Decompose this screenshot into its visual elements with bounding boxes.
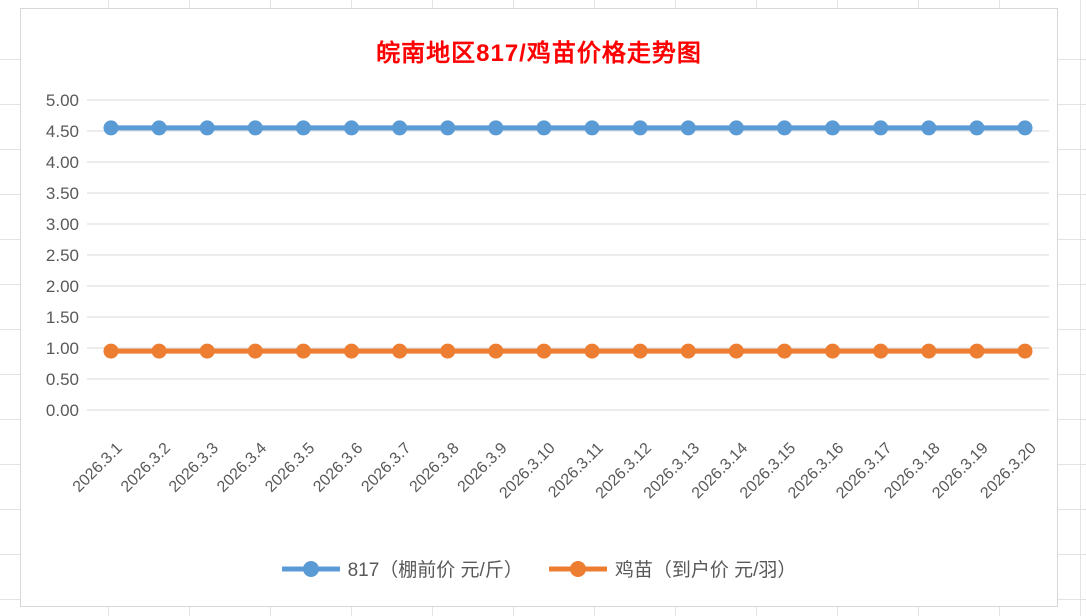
data-point bbox=[969, 343, 985, 359]
chart-title: 皖南地区817/鸡苗价格走势图 bbox=[376, 40, 702, 67]
x-tick-label: 2026.3.4 bbox=[214, 440, 270, 496]
x-tick-label: 2026.3.3 bbox=[166, 440, 222, 496]
data-point bbox=[921, 343, 937, 359]
data-point bbox=[776, 120, 792, 136]
data-point bbox=[392, 120, 408, 136]
data-point bbox=[728, 343, 744, 359]
legend-item-817[interactable]: 817（棚前价 元/斤） bbox=[281, 555, 523, 582]
y-tick-label: 2.00 bbox=[46, 277, 79, 296]
x-tick-label: 2026.3.2 bbox=[118, 440, 174, 496]
data-point bbox=[825, 343, 841, 359]
x-tick-label: 2026.3.1 bbox=[70, 440, 126, 496]
data-point bbox=[536, 120, 552, 136]
data-point bbox=[103, 120, 119, 136]
y-tick-label: 2.50 bbox=[46, 246, 79, 265]
data-point bbox=[295, 120, 311, 136]
data-point bbox=[680, 120, 696, 136]
legend-marker-817-icon bbox=[281, 560, 340, 577]
data-point bbox=[921, 120, 937, 136]
data-point bbox=[488, 120, 504, 136]
data-point bbox=[969, 120, 985, 136]
legend-label-jimiao: 鸡苗（到户价 元/羽） bbox=[614, 560, 797, 581]
data-point bbox=[440, 120, 456, 136]
data-point bbox=[776, 343, 792, 359]
data-point bbox=[199, 343, 215, 359]
data-point bbox=[392, 343, 408, 359]
x-tick-label: 2026.3.7 bbox=[358, 440, 414, 496]
data-point bbox=[151, 120, 167, 136]
y-tick-label: 0.00 bbox=[46, 401, 79, 420]
legend: 817（棚前价 元/斤） 鸡苗（到户价 元/羽） bbox=[21, 555, 1057, 582]
data-point bbox=[584, 343, 600, 359]
data-point bbox=[247, 120, 263, 136]
data-point bbox=[873, 120, 889, 136]
y-tick-label: 4.00 bbox=[46, 153, 79, 172]
data-point bbox=[199, 120, 215, 136]
data-point bbox=[344, 120, 360, 136]
y-tick-label: 5.00 bbox=[46, 91, 79, 110]
legend-item-jimiao[interactable]: 鸡苗（到户价 元/羽） bbox=[548, 555, 797, 582]
data-point bbox=[103, 343, 119, 359]
y-tick-label: 4.50 bbox=[46, 122, 79, 141]
data-point bbox=[632, 120, 648, 136]
data-point bbox=[1017, 343, 1033, 359]
data-point bbox=[584, 120, 600, 136]
data-point bbox=[295, 343, 311, 359]
data-point bbox=[632, 343, 648, 359]
y-tick-label: 3.00 bbox=[46, 215, 79, 234]
plot-area: 0.00 0.50 1.00 1.50 2.00 2.50 3.00 3.50 4.00 4.50… bbox=[46, 91, 1049, 502]
y-tick-label: 0.50 bbox=[46, 370, 79, 389]
legend-label-817: 817（棚前价 元/斤） bbox=[347, 560, 523, 581]
data-point bbox=[680, 343, 696, 359]
data-point bbox=[247, 343, 263, 359]
data-point bbox=[488, 343, 504, 359]
chart-object[interactable]: 0.00 0.50 1.00 1.50 2.00 2.50 3.00 3.50 4.00 4.50… bbox=[20, 8, 1058, 607]
y-tick-label: 3.50 bbox=[46, 184, 79, 203]
legend-marker-jimiao-icon bbox=[548, 560, 607, 577]
y-tick-label: 1.00 bbox=[46, 339, 79, 358]
data-point bbox=[728, 120, 744, 136]
data-point bbox=[536, 343, 552, 359]
data-point bbox=[344, 343, 360, 359]
x-tick-label: 2026.3.6 bbox=[310, 440, 366, 496]
data-point bbox=[873, 343, 889, 359]
data-point bbox=[825, 120, 841, 136]
x-tick-label: 2026.3.8 bbox=[407, 440, 463, 496]
x-tick-label: 2026.3.5 bbox=[262, 440, 318, 496]
data-point bbox=[440, 343, 456, 359]
data-point bbox=[151, 343, 167, 359]
y-tick-label: 1.50 bbox=[46, 308, 79, 327]
data-point bbox=[1017, 120, 1033, 136]
